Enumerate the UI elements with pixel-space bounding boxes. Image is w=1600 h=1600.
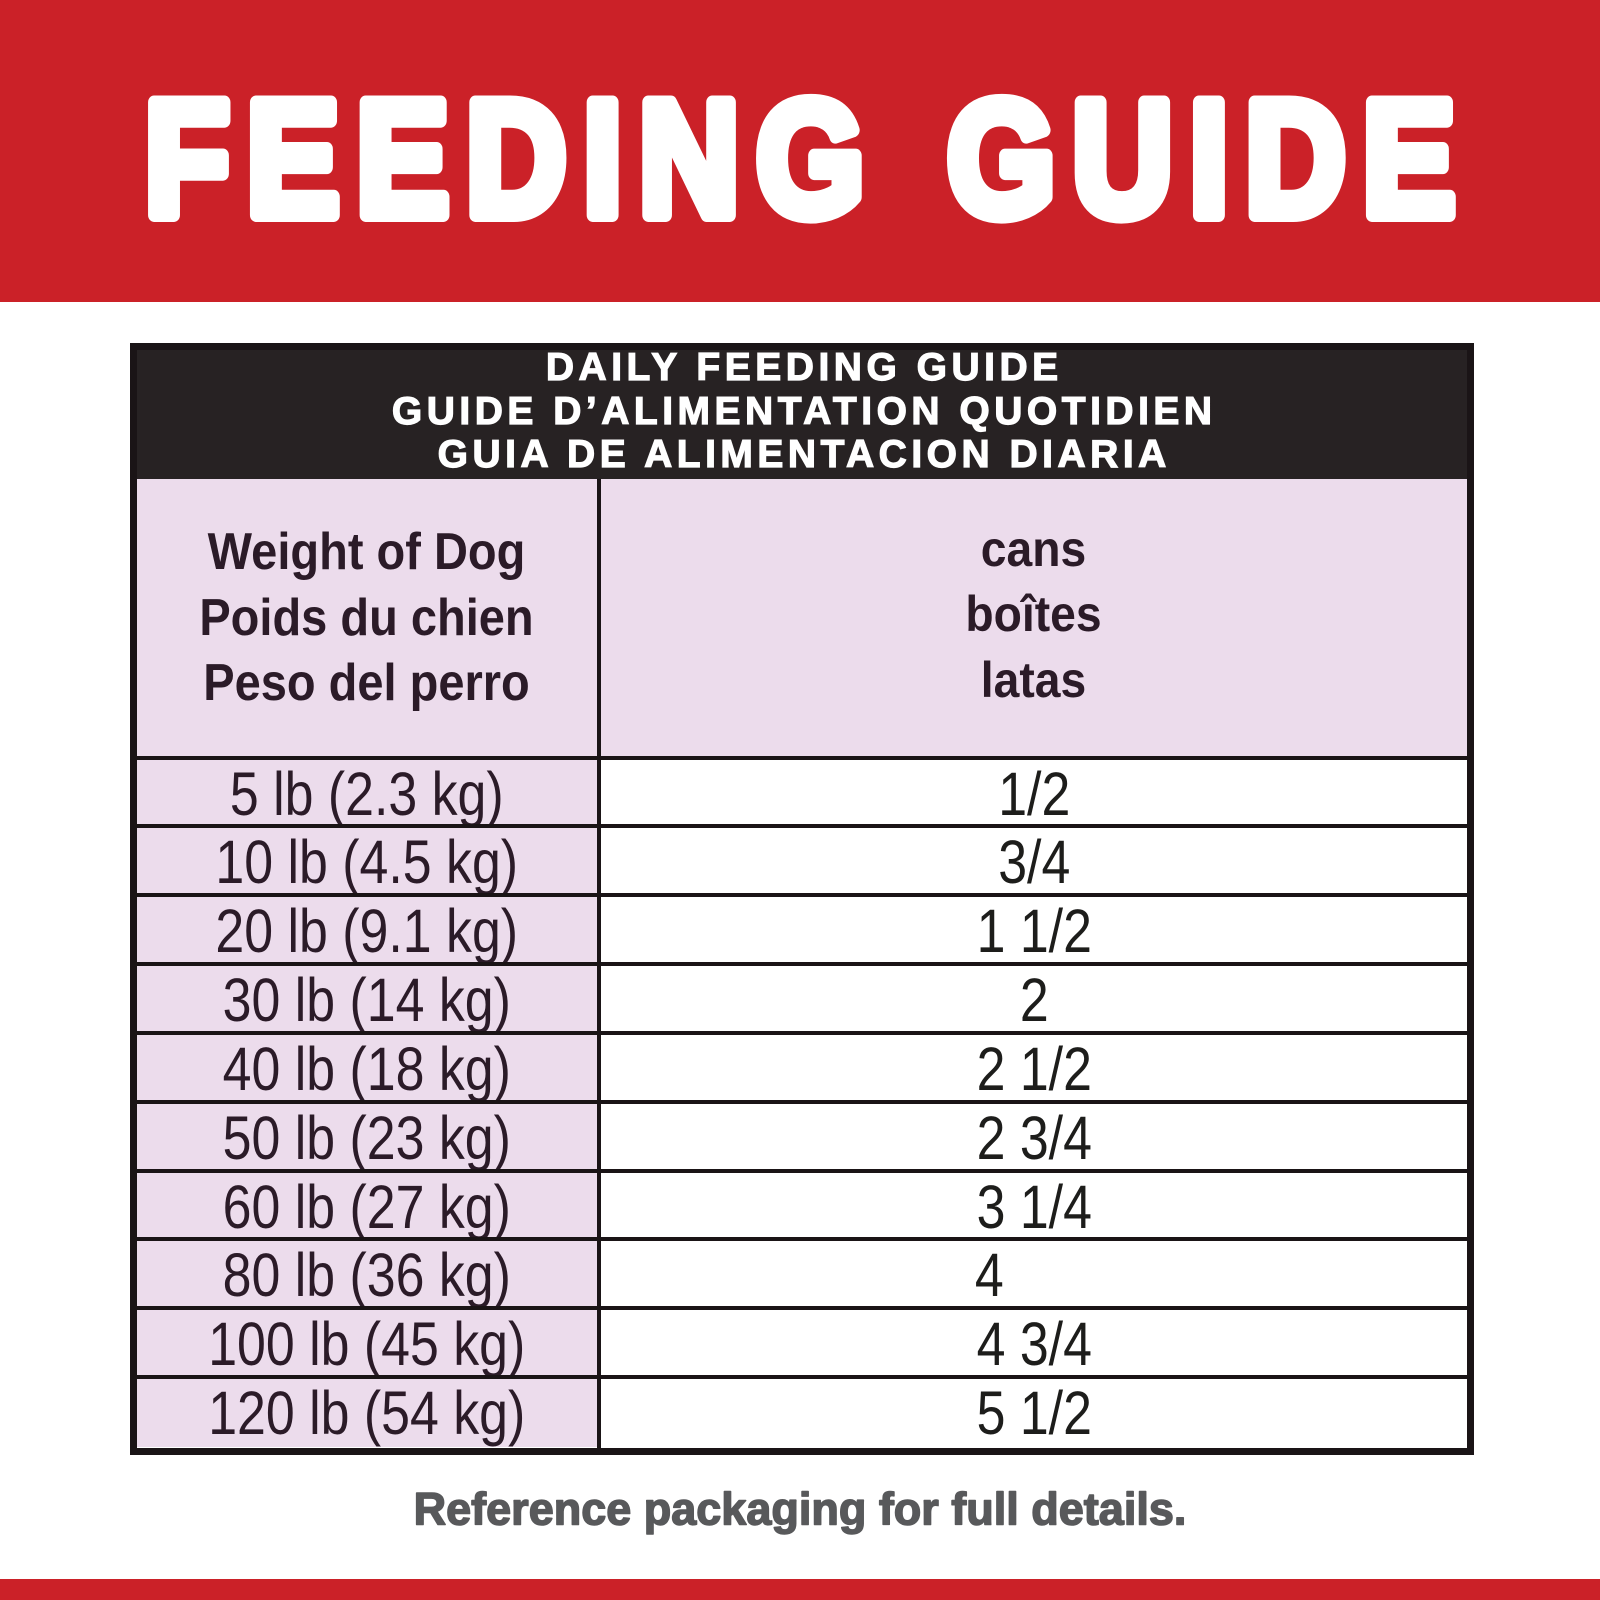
svg-text:Reference packaging for full d: Reference packaging for full details. <box>414 1484 1187 1535</box>
svg-text:FEEDING GUIDE: FEEDING GUIDE <box>145 68 1473 250</box>
